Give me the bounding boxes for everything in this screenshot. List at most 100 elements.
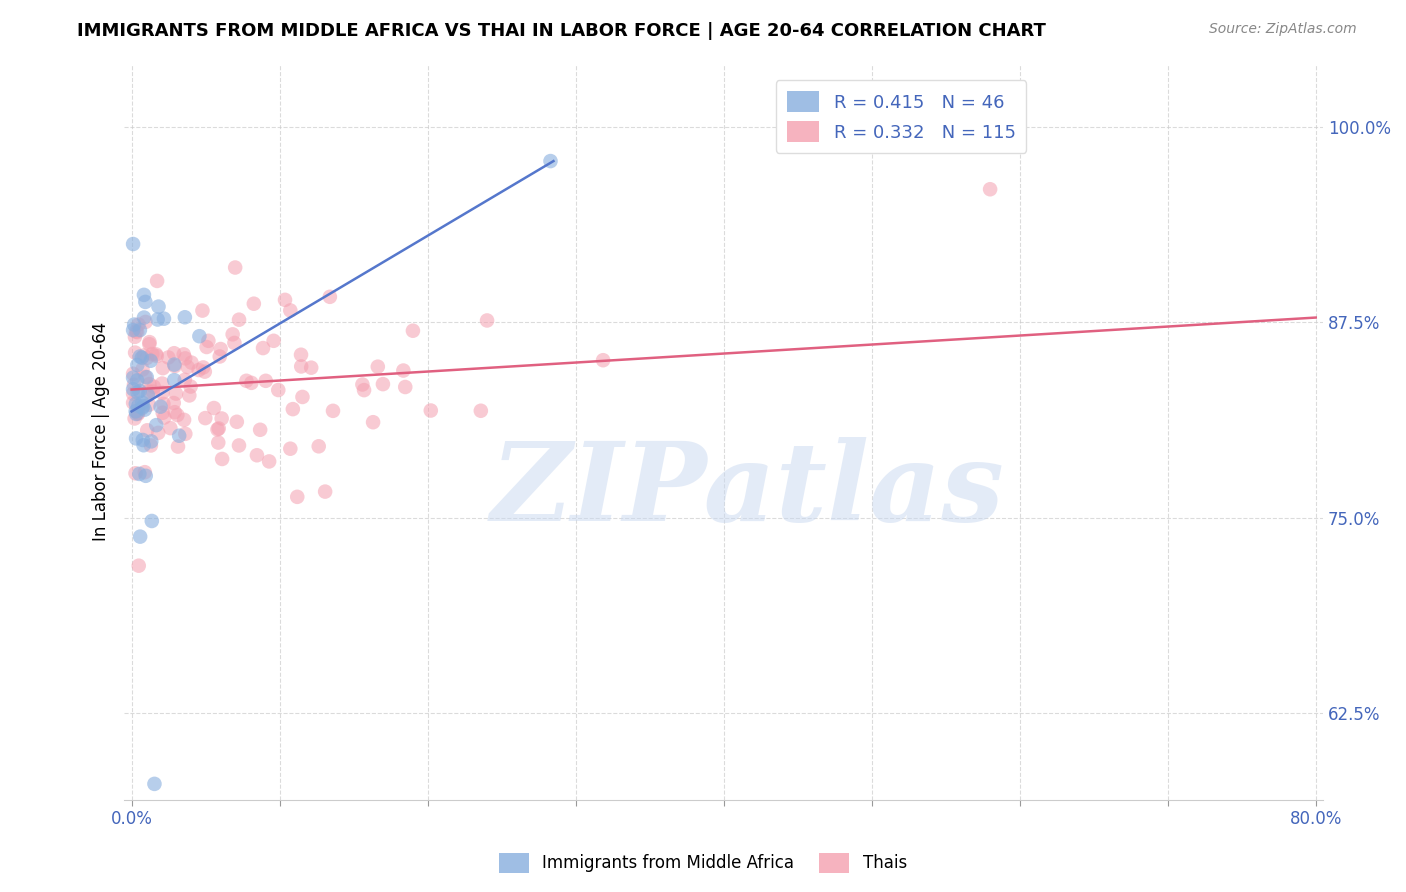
Point [122, 382, 145, 396]
Point [127, 325, 149, 339]
Point [122, 386, 145, 401]
Point [149, 400, 172, 414]
Point [353, 383, 375, 397]
Point [141, 347, 163, 361]
Point [240, 376, 263, 390]
Point [122, 367, 145, 381]
Point [124, 330, 146, 344]
Point [207, 422, 229, 436]
Y-axis label: In Labor Force | Age 20-64: In Labor Force | Age 20-64 [93, 322, 110, 541]
Point [143, 777, 166, 791]
Point [128, 467, 150, 481]
Point [290, 359, 312, 374]
Point [152, 406, 174, 420]
Point [122, 370, 145, 384]
Point [142, 384, 165, 399]
Point [135, 468, 157, 483]
Point [122, 395, 145, 409]
Point [228, 312, 250, 326]
Point [146, 274, 169, 288]
Point [132, 310, 155, 325]
Point [153, 311, 176, 326]
Point [392, 363, 415, 377]
Point [132, 399, 155, 413]
Point [163, 358, 186, 372]
Point [208, 421, 231, 435]
Point [291, 390, 314, 404]
Point [592, 353, 614, 368]
Point [173, 413, 195, 427]
Point [243, 296, 266, 310]
Point [152, 361, 174, 376]
Point [148, 425, 170, 440]
Point [224, 335, 246, 350]
Point [122, 377, 145, 392]
Point [165, 386, 187, 401]
Point [131, 395, 153, 409]
Point [128, 323, 150, 337]
Point [159, 421, 181, 435]
Point [267, 383, 290, 397]
Point [188, 329, 211, 343]
Point [125, 407, 148, 421]
Point [394, 380, 416, 394]
Point [139, 438, 162, 452]
Point [146, 312, 169, 326]
Point [127, 374, 149, 388]
Point [122, 323, 145, 337]
Point [134, 402, 156, 417]
Point [179, 388, 201, 402]
Point [180, 356, 202, 370]
Point [274, 293, 297, 307]
Point [195, 340, 218, 354]
Point [174, 426, 197, 441]
Point [138, 335, 160, 350]
Point [211, 411, 233, 425]
Point [180, 379, 202, 393]
Point [290, 348, 312, 362]
Point [278, 442, 301, 456]
Point [173, 373, 195, 387]
Legend: R = 0.415   N = 46, R = 0.332   N = 115: R = 0.415 N = 46, R = 0.332 N = 115 [776, 80, 1026, 153]
Point [136, 388, 159, 402]
Point [208, 350, 231, 364]
Point [979, 182, 1001, 196]
Point [191, 303, 214, 318]
Point [122, 318, 145, 332]
Point [128, 558, 150, 573]
Point [252, 341, 274, 355]
Point [352, 377, 374, 392]
Point [152, 385, 174, 400]
Point [263, 334, 285, 348]
Point [142, 380, 165, 394]
Point [138, 377, 160, 392]
Point [127, 385, 149, 400]
Point [197, 334, 219, 348]
Point [187, 363, 209, 377]
Point [134, 294, 156, 309]
Point [125, 404, 148, 418]
Point [322, 404, 344, 418]
Point [153, 410, 176, 425]
Point [470, 403, 492, 417]
Point [136, 423, 159, 437]
Point [138, 337, 160, 351]
Point [134, 369, 156, 384]
Point [319, 290, 342, 304]
Point [299, 360, 322, 375]
Point [166, 408, 188, 422]
Point [207, 435, 229, 450]
Text: IMMIGRANTS FROM MIDDLE AFRICA VS THAI IN LABOR FORCE | AGE 20-64 CORRELATION CHA: IMMIGRANTS FROM MIDDLE AFRICA VS THAI IN… [77, 22, 1046, 40]
Text: ZIPatlas: ZIPatlas [491, 437, 1005, 544]
Point [146, 349, 169, 363]
Point [285, 490, 308, 504]
Point [132, 288, 155, 302]
Point [163, 359, 186, 373]
Point [367, 359, 389, 374]
Point [150, 376, 173, 391]
Point [224, 260, 246, 275]
Point [221, 327, 243, 342]
Point [211, 452, 233, 467]
Text: Source: ZipAtlas.com: Source: ZipAtlas.com [1209, 22, 1357, 37]
Point [163, 373, 186, 387]
